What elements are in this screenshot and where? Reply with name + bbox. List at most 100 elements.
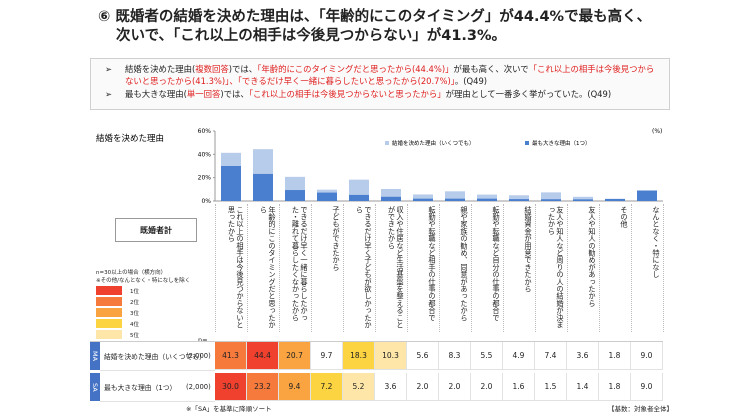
- table-cell: 44.4: [247, 342, 279, 370]
- x-tick-label: その他: [599, 204, 631, 332]
- y-tick-label: 20%: [198, 175, 212, 182]
- x-tick-label: 結婚資金が用意できたから: [503, 204, 535, 332]
- table-cell: 1.5: [535, 373, 567, 401]
- row-tag: SA: [90, 373, 100, 401]
- bar: [509, 195, 529, 201]
- unit-label: (%): [652, 128, 662, 135]
- table-row: MA 結婚を決めた理由（いくつでも） (2,000) 41.3 44.4 20.7 9.7 1…: [90, 342, 663, 371]
- table-cell: 8.3: [439, 342, 471, 370]
- table-cell: 5.2: [343, 373, 375, 401]
- table-cell: 1.8: [599, 373, 631, 401]
- x-tick-label: 転勤や転職など自分の仕事の都合で: [471, 204, 503, 332]
- y-tick-label: 0%: [201, 198, 211, 205]
- x-tick-label: 収入や住居など生活基盤を整えることができたから: [375, 204, 407, 332]
- table-cell: 3.6: [375, 373, 407, 401]
- x-tick-label: 友人や知人の勧めがあったから: [567, 204, 599, 332]
- bar: [253, 173, 273, 201]
- table-cell: 2.0: [439, 373, 471, 401]
- chart-title: 結婚を決めた理由: [96, 133, 164, 144]
- x-tick-label: これ以上の相手は今後見つからないと思ったから: [215, 204, 247, 332]
- bar: [477, 198, 497, 201]
- bullet-text: 結婚を決めた理由(: [125, 64, 196, 74]
- rank-row: 2位: [96, 297, 190, 306]
- bar: [541, 199, 561, 201]
- bar: [445, 191, 465, 201]
- rank-swatch: [96, 297, 122, 306]
- rank-row: 3位: [96, 308, 190, 317]
- x-tick-label: できるだけ早く子どもが欲しかったから: [343, 204, 375, 332]
- table-cell: 10.3: [375, 342, 407, 370]
- note: n=30以上の場合（横方向）: [96, 270, 167, 276]
- row-n: (2,000): [186, 373, 215, 402]
- rank-label: 5位: [130, 332, 139, 339]
- legend-label: 結婚を決めた理由（いくつでも）: [392, 139, 475, 147]
- bar: [637, 190, 657, 201]
- rank-label: 3位: [130, 310, 139, 317]
- bar: [573, 196, 593, 201]
- y-tick-label: 40%: [198, 151, 212, 158]
- bullet-text: が最も高く、次いで: [453, 64, 529, 74]
- rank-label: 2位: [130, 299, 139, 306]
- legend-swatch: [525, 141, 529, 145]
- x-tick-label: なんとなく・特になし: [631, 204, 663, 332]
- row-label: 結婚を決めた理由（いくつでも）: [100, 342, 206, 371]
- bar: [477, 194, 497, 201]
- bar: [381, 196, 401, 201]
- title: ⑥ 既婚者の結婚を決めた理由は、「年齢的にこのタイミング」が44.4%で最も高く…: [98, 8, 651, 46]
- bullet-text: 。(Q49): [454, 76, 488, 86]
- rank-label: 1位: [130, 288, 139, 295]
- legend-label: 最も大きな理由（1つ）: [532, 139, 591, 147]
- bar: [349, 194, 369, 201]
- legend-swatch: [385, 141, 389, 145]
- bar: [509, 199, 529, 201]
- bullet-text: 「これ以上の相手は今後見つからないと思ったから」: [248, 89, 446, 99]
- rank-legend: n=30以上の場合（横方向） ※その他/なんとなく・特になしを除く 1位 2位 3位 4位…: [96, 268, 190, 339]
- rank-swatch: [96, 286, 122, 295]
- category-labels: これ以上の相手は今後見つからないと思ったから 年齢的にこのタイミングだと思ったから…: [215, 204, 664, 332]
- bullet-text: 「年齢的にこのタイミングだと思ったから(44.4%)」: [257, 64, 454, 74]
- bullet-text: 「これ以上の相手は今後見つからないと思ったから(41.3%)」、「できるだけ早く…: [125, 64, 655, 86]
- table-cell: 1.6: [503, 373, 535, 401]
- table-cell: 20.7: [279, 342, 311, 370]
- table-cell: 30.0: [215, 373, 247, 401]
- bullet: 最も大きな理由(単一回答)では、「これ以上の相手は今後見つからないと思ったから」…: [99, 88, 661, 100]
- table: MA 結婚を決めた理由（いくつでも） (2,000) 41.3 44.4 20.7 9.7 1…: [90, 341, 663, 404]
- bar: [413, 198, 433, 201]
- x-tick-label: 年齢的にこのタイミングだと思ったから: [247, 204, 279, 332]
- rank-row: 1位: [96, 286, 190, 295]
- bar: [573, 199, 593, 201]
- rank-swatch: [96, 319, 122, 328]
- rank-swatch: [96, 330, 122, 339]
- bar: [605, 198, 625, 201]
- table-cell: 4.9: [503, 342, 535, 370]
- bullet-text: )では、: [228, 64, 258, 74]
- bullet: 結婚を決めた理由(複数回答)では、「年齢的にこのタイミングだと思ったから(44.…: [99, 63, 661, 87]
- table-row: SA 最も大きな理由（1つ） (2,000) 30.0 23.2 9.4 7.2 5.2 3.6…: [90, 373, 663, 402]
- table-cell: 7.2: [311, 373, 343, 401]
- table-cell: 1.4: [567, 373, 599, 401]
- table-cell: 3.6: [567, 342, 599, 370]
- table-cell: 9.0: [631, 373, 663, 401]
- table-cell: 9.7: [311, 342, 343, 370]
- table-cell: 5.6: [407, 342, 439, 370]
- table-cell: 9.4: [279, 373, 311, 401]
- bar: [221, 166, 241, 201]
- rank-label: 4位: [130, 321, 139, 328]
- x-tick-label: 親や家族の勧め、同意があったから: [439, 204, 471, 332]
- rank-swatch: [96, 308, 122, 317]
- title-line: ⑥ 既婚者の結婚を決めた理由は、「年齢的にこのタイミング」が44.4%で最も高く…: [98, 9, 652, 25]
- bar: [413, 194, 433, 201]
- table-cell: 2.0: [471, 373, 503, 401]
- x-tick-label: 転勤や転職など相手の仕事の都合で: [407, 204, 439, 332]
- title-line: 次いで、「これ以上の相手は今後見つからない」が41.3%。: [116, 28, 507, 44]
- table-cell: 41.3: [215, 342, 247, 370]
- row-label: 最も大きな理由（1つ）: [100, 373, 186, 402]
- bullet-text: 最も大きな理由(: [125, 89, 187, 99]
- n-label: n=: [198, 336, 208, 344]
- x-tick-label: できるだけ早く一緒に暮らしたかった・離れて暮らしたくなかったから: [279, 204, 311, 332]
- rank-row: 5位: [96, 330, 190, 339]
- bar: [541, 192, 561, 201]
- table-cell: 1.8: [599, 342, 631, 370]
- footer-base: 【基数：対象者全体】: [608, 405, 673, 413]
